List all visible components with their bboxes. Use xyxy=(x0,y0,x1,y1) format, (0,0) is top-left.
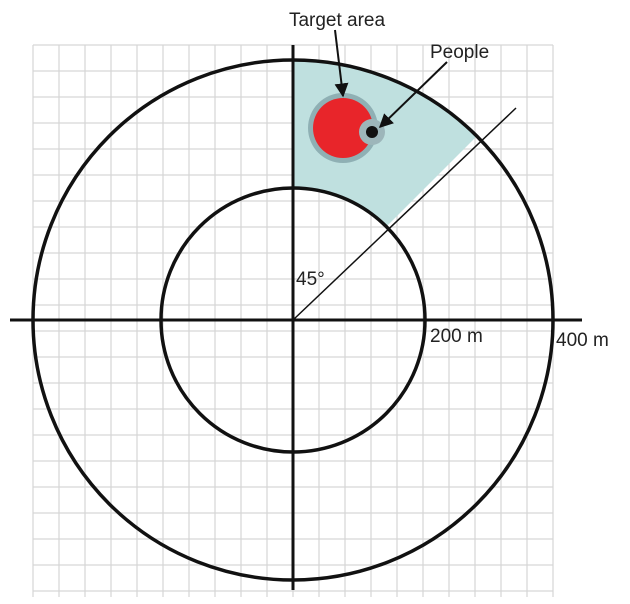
outer-radius-label: 400 m xyxy=(556,330,609,351)
target-arrow xyxy=(334,29,349,98)
angle-line xyxy=(292,107,517,321)
inner-radius-label: 200 m xyxy=(430,326,483,347)
target-label: Target area xyxy=(289,10,386,31)
angle-label: 45° xyxy=(296,269,325,290)
people-arrow xyxy=(378,61,448,128)
people-dot xyxy=(366,126,378,138)
people-label: People xyxy=(430,42,489,63)
target-area xyxy=(313,98,373,158)
